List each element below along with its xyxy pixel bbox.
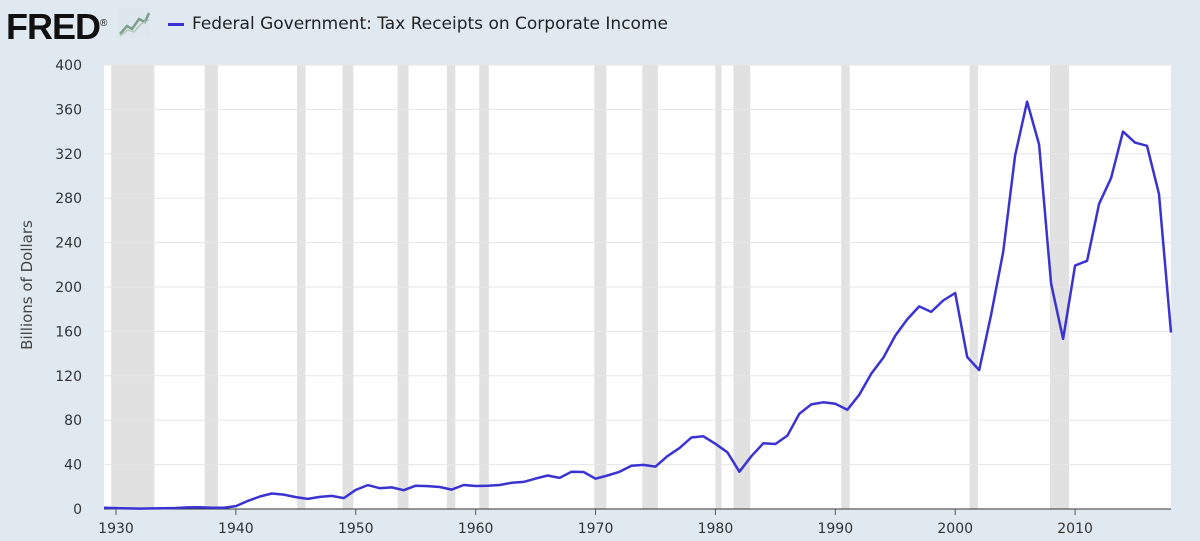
fred-logo[interactable]: FRED® — [6, 4, 107, 47]
x-tick-label: 1940 — [218, 521, 254, 537]
series-line — [103, 100, 1173, 510]
y-tick-label: 280 — [55, 191, 82, 207]
legend-series-label[interactable]: Federal Government: Tax Receipts on Corp… — [192, 14, 668, 34]
y-tick-label: 200 — [55, 280, 82, 296]
x-tick-label: 1970 — [578, 521, 614, 537]
y-tick-label: 240 — [55, 236, 82, 252]
x-tick-label: 1980 — [698, 521, 734, 537]
y-tick-label: 360 — [55, 102, 82, 118]
x-tick-label: 2010 — [1057, 521, 1093, 537]
y-tick-label: 120 — [55, 369, 82, 385]
chart-header: FRED® Federal Government: Tax Receipts o… — [0, 0, 1200, 48]
registered-mark: ® — [100, 18, 107, 29]
y-tick-label: 320 — [55, 147, 82, 163]
y-tick-label: 0 — [73, 502, 82, 518]
fred-logo-text: FRED — [6, 6, 101, 47]
y-tick-label: 160 — [55, 324, 82, 340]
x-tick-label: 1930 — [98, 521, 134, 537]
line-chart-icon — [118, 8, 150, 38]
y-tick-label: 40 — [64, 458, 82, 474]
x-tick-label: 1950 — [338, 521, 374, 537]
y-tick-label: 400 — [55, 58, 82, 74]
y-tick-label: 80 — [64, 413, 82, 429]
x-tick-label: 1990 — [817, 521, 853, 537]
legend-swatch — [168, 23, 184, 26]
x-tick-label: 2000 — [937, 521, 973, 537]
x-tick-label: 1960 — [458, 521, 494, 537]
